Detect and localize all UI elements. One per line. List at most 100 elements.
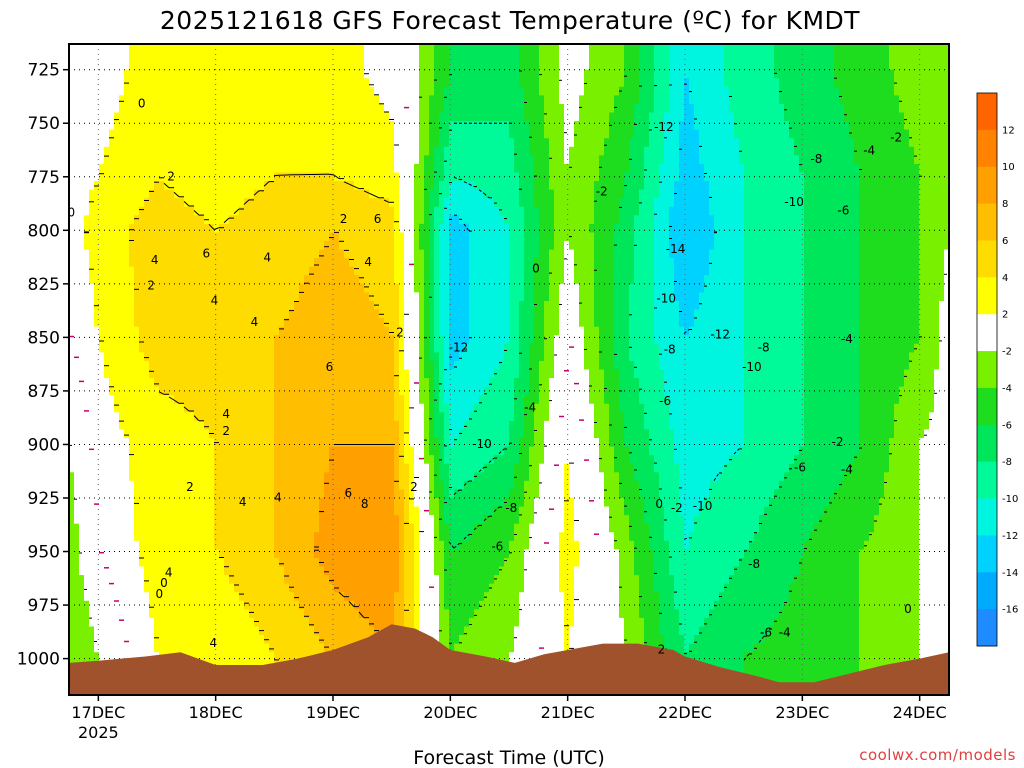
temperature-cell [309, 403, 315, 413]
temperature-cell [209, 360, 215, 371]
temperature-cell [69, 489, 75, 499]
temperature-cell [339, 163, 345, 174]
temperature-cell [254, 69, 260, 79]
temperature-cell [259, 378, 265, 388]
temperature-cell [229, 523, 235, 533]
temperature-cell [109, 189, 115, 199]
temperature-cell [104, 163, 110, 174]
temperature-cell [284, 532, 290, 542]
temperature-cell [324, 617, 330, 628]
temperature-cell [374, 446, 380, 456]
temperature-cell [239, 343, 245, 353]
temperature-cell [269, 635, 275, 645]
temperature-cell [269, 412, 275, 422]
temperature-cell [194, 446, 200, 456]
temperature-cell [304, 378, 310, 388]
temperature-cell [159, 343, 165, 353]
temperature-cell [244, 455, 250, 465]
temperature-cell [199, 86, 205, 96]
temperature-cell [109, 146, 115, 156]
temperature-cell [69, 360, 75, 371]
temperature-cell [69, 163, 75, 174]
temperature-cell [194, 617, 200, 628]
temperature-cell [299, 121, 305, 131]
temperature-cell [259, 69, 265, 79]
temperature-cell [99, 103, 105, 114]
temperature-cell [289, 172, 295, 182]
temperature-cell [274, 95, 280, 105]
temperature-cell [309, 249, 315, 259]
temperature-cell [74, 61, 80, 71]
temperature-cell [214, 206, 220, 216]
temperature-cell [274, 583, 280, 593]
temperature-cell [394, 266, 400, 276]
temperature-cell [239, 609, 245, 619]
temperature-cell [114, 652, 120, 662]
temperature-cell [234, 566, 240, 576]
temperature-cell [299, 163, 305, 174]
temperature-cell [119, 172, 125, 182]
temperature-cell [384, 360, 390, 371]
temperature-cell [229, 52, 235, 62]
temperature-cell [204, 44, 210, 54]
temperature-cell [159, 95, 165, 105]
temperature-cell [174, 266, 180, 276]
temperature-cell [179, 326, 185, 336]
temperature-cell [194, 318, 200, 328]
temperature-cell [364, 155, 370, 165]
temperature-cell [184, 592, 190, 602]
temperature-cell [124, 300, 130, 311]
temperature-cell [169, 463, 175, 473]
temperature-cell [294, 489, 300, 499]
temperature-cell [354, 446, 360, 456]
temperature-cell [329, 566, 335, 576]
temperature-cell [344, 69, 350, 79]
temperature-cell [324, 249, 330, 259]
temperature-cell [154, 626, 160, 636]
temperature-cell [189, 609, 195, 619]
temperature-cell [109, 472, 115, 482]
temperature-cell [114, 215, 120, 225]
temperature-cell [254, 549, 260, 559]
temperature-cell [104, 232, 110, 242]
temperature-cell [269, 395, 275, 405]
temperature-cell [294, 360, 300, 371]
temperature-cell [219, 343, 225, 353]
temperature-cell [229, 532, 235, 542]
temperature-cell [189, 318, 195, 328]
temperature-cell [239, 103, 245, 114]
temperature-cell [69, 652, 75, 662]
temperature-cell [324, 52, 330, 62]
temperature-cell [179, 112, 185, 122]
temperature-cell [124, 557, 130, 568]
temperature-cell [104, 566, 110, 576]
temperature-cell [339, 326, 345, 336]
temperature-cell [324, 258, 330, 268]
temperature-cell [364, 549, 370, 559]
temperature-cell [289, 609, 295, 619]
temperature-cell [374, 112, 380, 122]
temperature-cell [129, 292, 135, 302]
temperature-cell [194, 326, 200, 336]
temperature-cell [119, 540, 125, 550]
temperature-cell [219, 455, 225, 465]
temperature-cell [109, 489, 115, 499]
temperature-cell [99, 326, 105, 336]
temperature-cell [174, 249, 180, 259]
temperature-cell [394, 103, 400, 114]
temperature-cell [69, 61, 75, 71]
temperature-cell [364, 249, 370, 259]
temperature-cell [299, 258, 305, 268]
temperature-cell [204, 429, 210, 439]
temperature-cell [94, 429, 100, 439]
temperature-cell [304, 532, 310, 542]
temperature-cell [324, 44, 330, 54]
temperature-cell [159, 241, 165, 251]
temperature-cell [274, 549, 280, 559]
temperature-cell [264, 69, 270, 79]
temperature-cell [359, 121, 365, 131]
temperature-cell [189, 463, 195, 473]
temperature-cell [389, 69, 395, 79]
temperature-cell [164, 446, 170, 456]
temperature-cell [89, 378, 95, 388]
